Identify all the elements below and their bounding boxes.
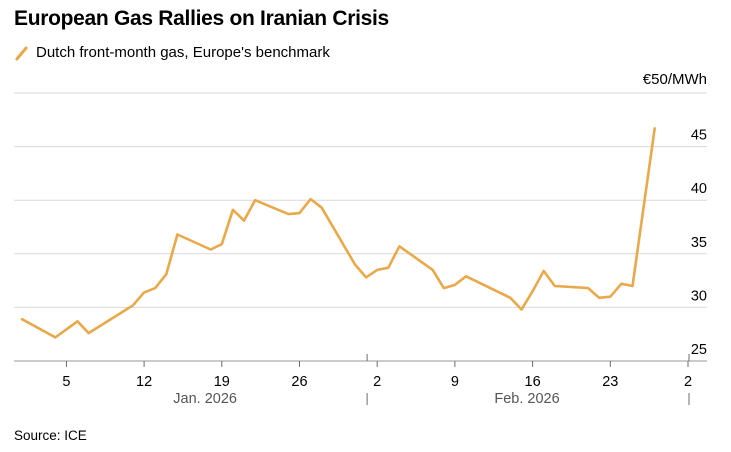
y-tick-label-25: 25 [691, 342, 707, 358]
data-point-31 [554, 285, 556, 287]
source-note: Source: ICE [14, 428, 87, 443]
data-point-29 [531, 290, 533, 292]
y-tick-label-30: 30 [691, 288, 707, 304]
series-line-0 [20, 127, 656, 339]
data-point-35 [620, 283, 622, 285]
x-tick-label-6: 16 [525, 374, 541, 390]
x-tick-label-7: 23 [602, 374, 618, 390]
y-tick-label-45: 45 [691, 128, 707, 144]
data-point-12 [243, 219, 245, 221]
y-tick-label-40: 40 [691, 181, 707, 197]
data-point-20 [376, 269, 378, 271]
y-unit-label: €50/MWh [643, 71, 707, 88]
grid-lines [14, 92, 707, 308]
x-tick-label-8: 2 [684, 374, 692, 390]
data-point-5 [143, 291, 145, 293]
month-label-1: Feb. 2026 [494, 391, 559, 407]
x-tick-label-3: 26 [291, 374, 307, 390]
data-point-2 [76, 320, 78, 322]
data-point-7 [165, 273, 167, 275]
data-point-33 [598, 297, 600, 299]
x-tick-label-1: 12 [136, 374, 152, 390]
data-point-36 [631, 285, 633, 287]
data-point-3 [87, 332, 89, 334]
data-point-34 [609, 296, 611, 298]
data-point-6 [154, 287, 156, 289]
data-point-28 [520, 308, 522, 310]
data-point-4 [132, 304, 134, 306]
data-point-24 [443, 287, 445, 289]
data-point-0 [21, 318, 23, 320]
data-point-9 [210, 248, 212, 250]
legend-label: Dutch front-month gas, Europe's benchmar… [36, 44, 330, 61]
legend: Dutch front-month gas, Europe's benchmar… [14, 44, 330, 61]
data-point-30 [543, 270, 545, 272]
x-tick-label-2: 19 [214, 374, 230, 390]
x-axis [14, 354, 707, 405]
data-point-17 [321, 207, 323, 209]
data-point-27 [509, 297, 511, 299]
chart-title: European Gas Rallies on Iranian Crisis [14, 7, 389, 30]
data-point-8 [176, 233, 178, 235]
data-point-32 [587, 287, 589, 289]
y-tick-label-35: 35 [691, 235, 707, 251]
x-tick-label-4: 2 [373, 374, 381, 390]
data-point-18 [354, 263, 356, 265]
data-point-16 [309, 198, 311, 200]
data-point-23 [432, 269, 434, 271]
data-point-10 [221, 243, 223, 245]
data-point-19 [365, 276, 367, 278]
data-point-13 [254, 199, 256, 201]
x-tick-label-5: 9 [451, 374, 459, 390]
data-point-22 [398, 245, 400, 247]
data-point-11 [232, 209, 234, 211]
series-layer [20, 127, 656, 339]
data-point-26 [465, 275, 467, 277]
data-point-37 [654, 127, 656, 129]
data-point-1 [54, 336, 56, 338]
axis-labels: €50/MWh 25 30 35 40 45 5 12 19 26 2 9 16 23 2 Jan. 2026… [62, 71, 707, 407]
data-point-14 [287, 213, 289, 215]
month-label-0: Jan. 2026 [173, 391, 237, 407]
data-point-25 [454, 284, 456, 286]
data-point-21 [387, 267, 389, 269]
x-tick-label-0: 5 [62, 374, 70, 390]
data-point-15 [298, 212, 300, 214]
